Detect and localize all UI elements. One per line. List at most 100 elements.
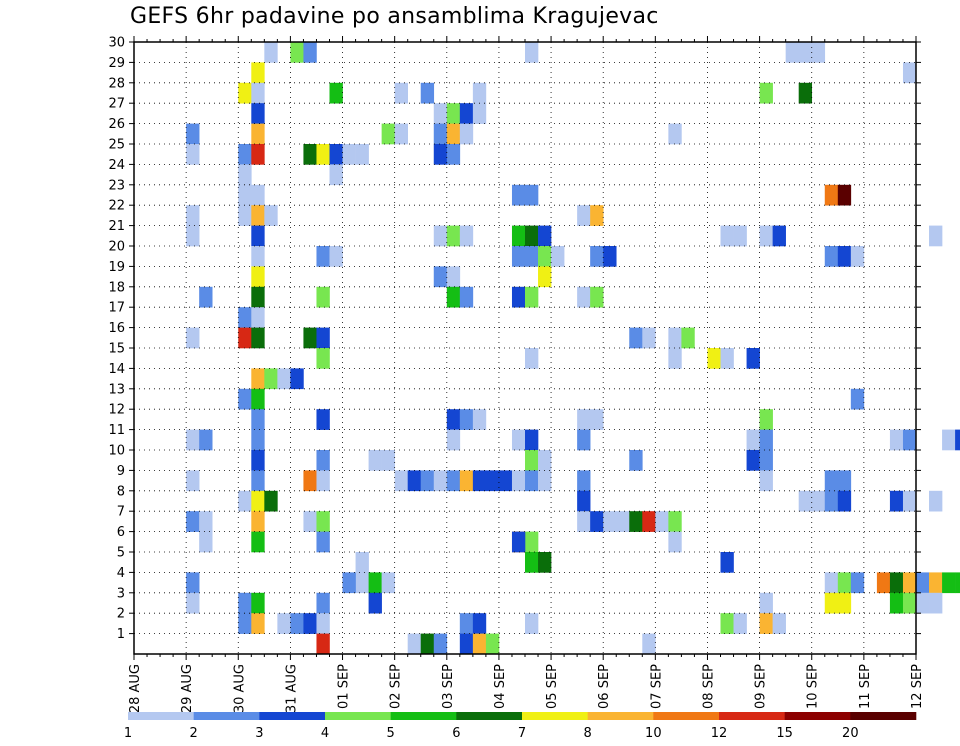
heatmap-cell: [433, 266, 448, 288]
colorbar: 1 2 3 4 5 6 7 8 10 12 15 20: [124, 712, 917, 741]
heatmap-cell: [668, 531, 682, 553]
y-tick-label: 29: [108, 56, 125, 71]
heatmap-cell: [511, 286, 526, 308]
heatmap-cell: [876, 572, 891, 594]
colorbar-swatch: [653, 712, 720, 720]
heatmap-cell: [629, 327, 643, 349]
colorbar-label: 12: [711, 726, 728, 741]
heatmap-cell: [303, 144, 317, 165]
y-tick-label: 15: [108, 342, 125, 357]
heatmap-cell: [837, 184, 852, 206]
colorbar-label: 4: [321, 726, 329, 741]
heatmap-cell: [433, 144, 448, 165]
heatmap-cell: [707, 348, 721, 369]
heatmap-cell: [290, 368, 304, 390]
heatmap-cell: [407, 633, 422, 655]
heatmap-cell: [759, 225, 773, 247]
colorbar-label: 3: [255, 726, 263, 741]
heatmap-cell: [590, 205, 604, 226]
heatmap-cell: [759, 470, 773, 492]
heatmap-cell: [407, 470, 422, 492]
y-tick-label: 20: [108, 240, 125, 255]
heatmap-cell: [837, 490, 852, 512]
y-tick-label: 30: [108, 36, 125, 51]
heatmap-cell: [759, 450, 773, 471]
colorbar-swatch: [456, 712, 523, 720]
heatmap-cell: [525, 42, 539, 63]
heatmap-cell: [902, 592, 917, 614]
colorbar-swatch: [193, 712, 260, 720]
heatmap-cell: [446, 429, 461, 451]
heatmap-cell: [772, 225, 786, 247]
heatmap-cell: [433, 470, 448, 492]
heatmap-cell: [355, 144, 369, 165]
heatmap-cell: [772, 613, 786, 634]
heatmap-cell: [238, 205, 252, 226]
heatmap-cell: [342, 144, 356, 165]
heatmap-cell: [251, 368, 265, 390]
y-tick-label: 3: [117, 586, 125, 601]
heatmap-cell: [199, 286, 213, 308]
heatmap-cell: [420, 470, 435, 492]
heatmap-cell: [472, 470, 487, 492]
heatmap-cell: [525, 470, 539, 492]
heatmap-cell: [759, 82, 773, 104]
heatmap-cell: [472, 633, 487, 655]
y-tick-label: 9: [117, 464, 125, 479]
x-tick-label: 11 SEP: [858, 664, 873, 709]
heatmap-cell: [720, 225, 734, 247]
heatmap-cell: [446, 123, 461, 145]
heatmap-cell: [329, 144, 343, 165]
heatmap-cell: [837, 246, 852, 267]
colorbar-label: 8: [584, 726, 592, 741]
heatmap-cell: [186, 327, 200, 349]
heatmap-cell: [433, 225, 448, 247]
heatmap-cell: [342, 572, 356, 594]
heatmap-cell: [251, 450, 265, 471]
y-tick-label: 4: [117, 566, 125, 581]
heatmap-cell: [720, 613, 734, 634]
heatmap-cell: [199, 511, 213, 532]
heatmap-cell: [316, 613, 330, 634]
heatmap-cell: [238, 388, 252, 410]
heatmap-cell: [616, 511, 630, 532]
heatmap-cell: [355, 572, 369, 594]
heatmap-cell: [525, 246, 539, 267]
heatmap-cell: [238, 490, 252, 512]
heatmap-cell: [355, 552, 369, 573]
heatmap-cell: [251, 286, 265, 308]
colorbar-label: 6: [452, 726, 460, 741]
heatmap-cell: [668, 123, 682, 145]
heatmap-cell: [251, 307, 265, 328]
y-tick-label: 12: [108, 403, 125, 418]
heatmap-cell: [850, 246, 865, 267]
heatmap-cell: [238, 327, 252, 349]
heatmap-cell: [525, 429, 539, 451]
heatmap-cell: [303, 470, 317, 492]
colorbar-swatch: [128, 712, 194, 720]
x-tick-label: 12 SEP: [910, 664, 925, 709]
heatmap-cell: [446, 225, 461, 247]
heatmap-cell: [186, 511, 200, 532]
heatmap-cell: [251, 409, 265, 430]
heatmap-cell: [720, 348, 734, 369]
heatmap-cell: [303, 42, 317, 63]
heatmap-cell: [459, 123, 474, 145]
heatmap-cell: [629, 511, 643, 532]
heatmap-cell: [798, 490, 813, 512]
heatmap-cell: [368, 592, 382, 614]
heatmap-cell: [798, 82, 813, 104]
heatmap-cell: [681, 327, 695, 349]
heatmap-cell: [186, 572, 200, 594]
heatmap-cell: [251, 613, 265, 634]
grid: [134, 42, 916, 654]
heatmap-cell: [759, 429, 773, 451]
heatmap-cell: [186, 123, 200, 145]
heatmap-cell: [746, 450, 760, 471]
heatmap-cell: [381, 450, 395, 471]
heatmap-cell: [837, 572, 852, 594]
colorbar-label: 15: [776, 726, 793, 741]
heatmap-cell: [459, 470, 474, 492]
y-tick-label: 6: [117, 525, 125, 540]
x-tick-label: 29 AUG: [180, 664, 195, 713]
